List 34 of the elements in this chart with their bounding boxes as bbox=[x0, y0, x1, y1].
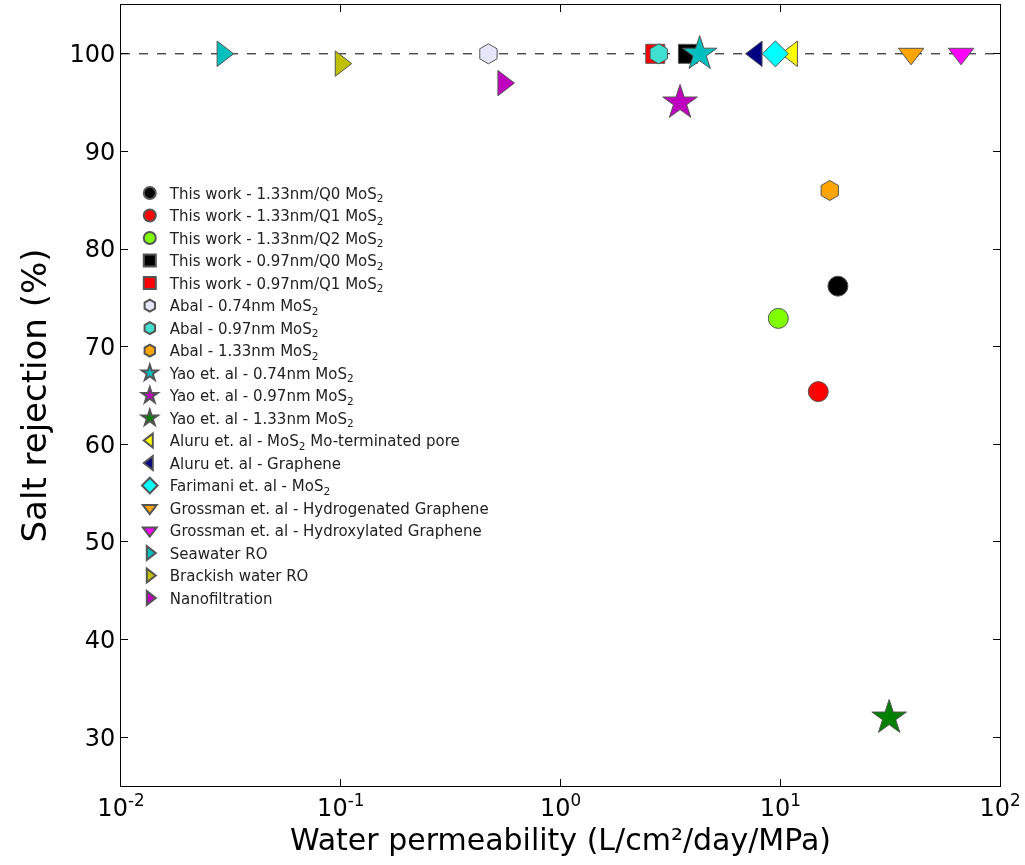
legend-label: Nanofiltration bbox=[169, 589, 273, 608]
y-tick-label: 40 bbox=[84, 625, 116, 654]
x-tick-label: 10$^{2}$ bbox=[979, 789, 1021, 822]
x-axis-title: Water permeability (L/cm²/day/MPa) bbox=[289, 822, 832, 858]
x-tick-label: 10$^{0}$ bbox=[539, 789, 582, 822]
y-tick-label: 80 bbox=[84, 235, 116, 264]
legend-label: This work - 1.33nm/Q2 MoS$_{2}$ bbox=[168, 229, 384, 250]
legend-label: Farimani et. al - MoS$_{2}$ bbox=[169, 477, 331, 497]
y-tick-label: 70 bbox=[84, 333, 116, 362]
legend-label: Grossman et. al - Hydrogenated Graphene bbox=[169, 499, 489, 518]
legend-label: Grossman et. al - Hydroxylated Graphene bbox=[169, 522, 482, 541]
legend-label: Abal - 1.33nm MoS$_{2}$ bbox=[169, 342, 319, 362]
y-tick-label: 100 bbox=[69, 40, 116, 69]
y-tick-label: 60 bbox=[84, 430, 116, 459]
y-tick-label: 50 bbox=[84, 528, 116, 557]
x-tick-label: 10$^{-1}$ bbox=[317, 789, 365, 822]
legend-label: Abal - 0.74nm MoS$_{2}$ bbox=[169, 297, 319, 317]
legend-label: Aluru et. al - MoS$_{2}$ Mo-terminated pore bbox=[169, 432, 460, 452]
x-tick-label: 10$^{1}$ bbox=[759, 789, 801, 822]
y-tick-label: 90 bbox=[84, 137, 116, 166]
legend-label: This work - 1.33nm/Q1 MoS$_{2}$ bbox=[168, 207, 384, 227]
legend-label: Abal - 0.97nm MoS$_{2}$ bbox=[169, 319, 319, 340]
legend-label: This work - 0.97nm/Q1 MoS$_{2}$ bbox=[168, 274, 384, 295]
x-tick-label: 10$^{-2}$ bbox=[97, 789, 145, 822]
legend-label: Yao et. al - 0.97nm MoS$_{2}$ bbox=[168, 387, 354, 407]
legend-label: Yao et. al - 1.33nm MoS$_{2}$ bbox=[168, 409, 354, 430]
y-tick-label: 30 bbox=[84, 723, 116, 752]
legend-label: Seawater RO bbox=[169, 544, 268, 563]
legend-label: Aluru et. al - Graphene bbox=[169, 454, 342, 473]
legend-label: This work - 0.97nm/Q0 MoS$_{2}$ bbox=[168, 252, 384, 272]
legend-label: Yao et. al - 0.74nm MoS$_{2}$ bbox=[168, 364, 354, 385]
y-axis-title: Salt rejection (%) bbox=[13, 248, 54, 543]
legend-label: This work - 1.33nm/Q0 MoS$_{2}$ bbox=[168, 184, 384, 205]
legend-label: Brackish water RO bbox=[169, 567, 309, 586]
